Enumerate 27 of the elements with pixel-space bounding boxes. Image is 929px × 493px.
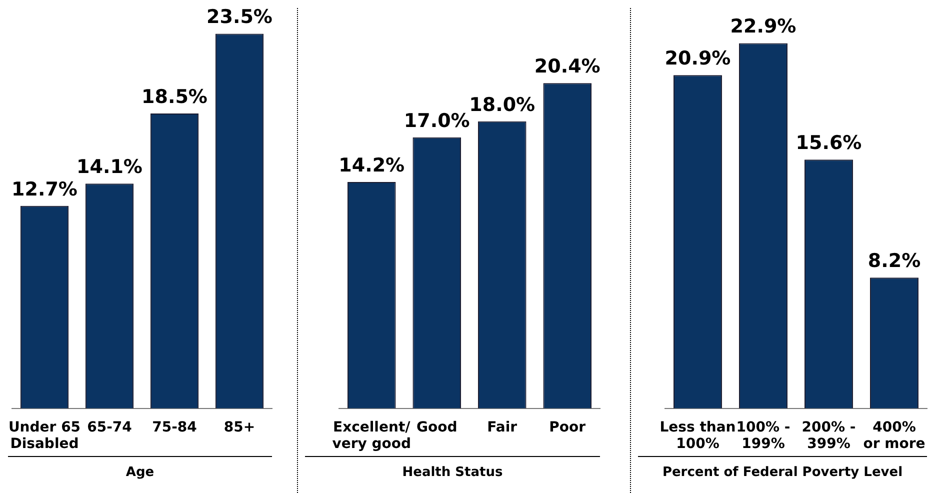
x-axis-title: Percent of Federal Poverty Level — [638, 456, 927, 480]
data-label: 20.4% — [534, 56, 600, 78]
x-tick-label: 200% - 399% — [802, 419, 856, 452]
data-label: 18.5% — [142, 86, 208, 108]
data-label: 20.9% — [664, 48, 731, 70]
data-label: 14.2% — [338, 154, 405, 176]
data-label: 14.1% — [76, 156, 142, 178]
x-tick-label: 75-84 — [152, 419, 198, 436]
data-label: 17.0% — [404, 110, 470, 132]
x-tick-label: Poor — [549, 419, 586, 436]
data-label: 23.5% — [206, 6, 272, 28]
x-tick-label: Less than 100% — [660, 419, 736, 452]
data-label: 22.9% — [730, 16, 796, 38]
data-label: 8.2% — [868, 250, 921, 272]
x-axis-title: Age — [8, 456, 272, 480]
data-label: 12.7% — [12, 178, 78, 200]
x-tick-label: Excellent/ very good — [332, 419, 412, 452]
x-tick-label: 85+ — [224, 419, 256, 436]
data-label: 15.6% — [796, 132, 862, 154]
x-tick-label: Good — [416, 419, 458, 436]
x-tick-label: 65-74 — [87, 419, 132, 436]
x-tick-label: Fair — [487, 419, 518, 436]
data-label: 18.0% — [469, 94, 536, 116]
x-axis-title: Health Status — [305, 456, 600, 480]
x-tick-label: 400% or more — [863, 419, 926, 452]
x-tick-label: Under 65 Disabled — [8, 419, 81, 452]
x-tick-label: 100% - 199% — [736, 419, 790, 452]
